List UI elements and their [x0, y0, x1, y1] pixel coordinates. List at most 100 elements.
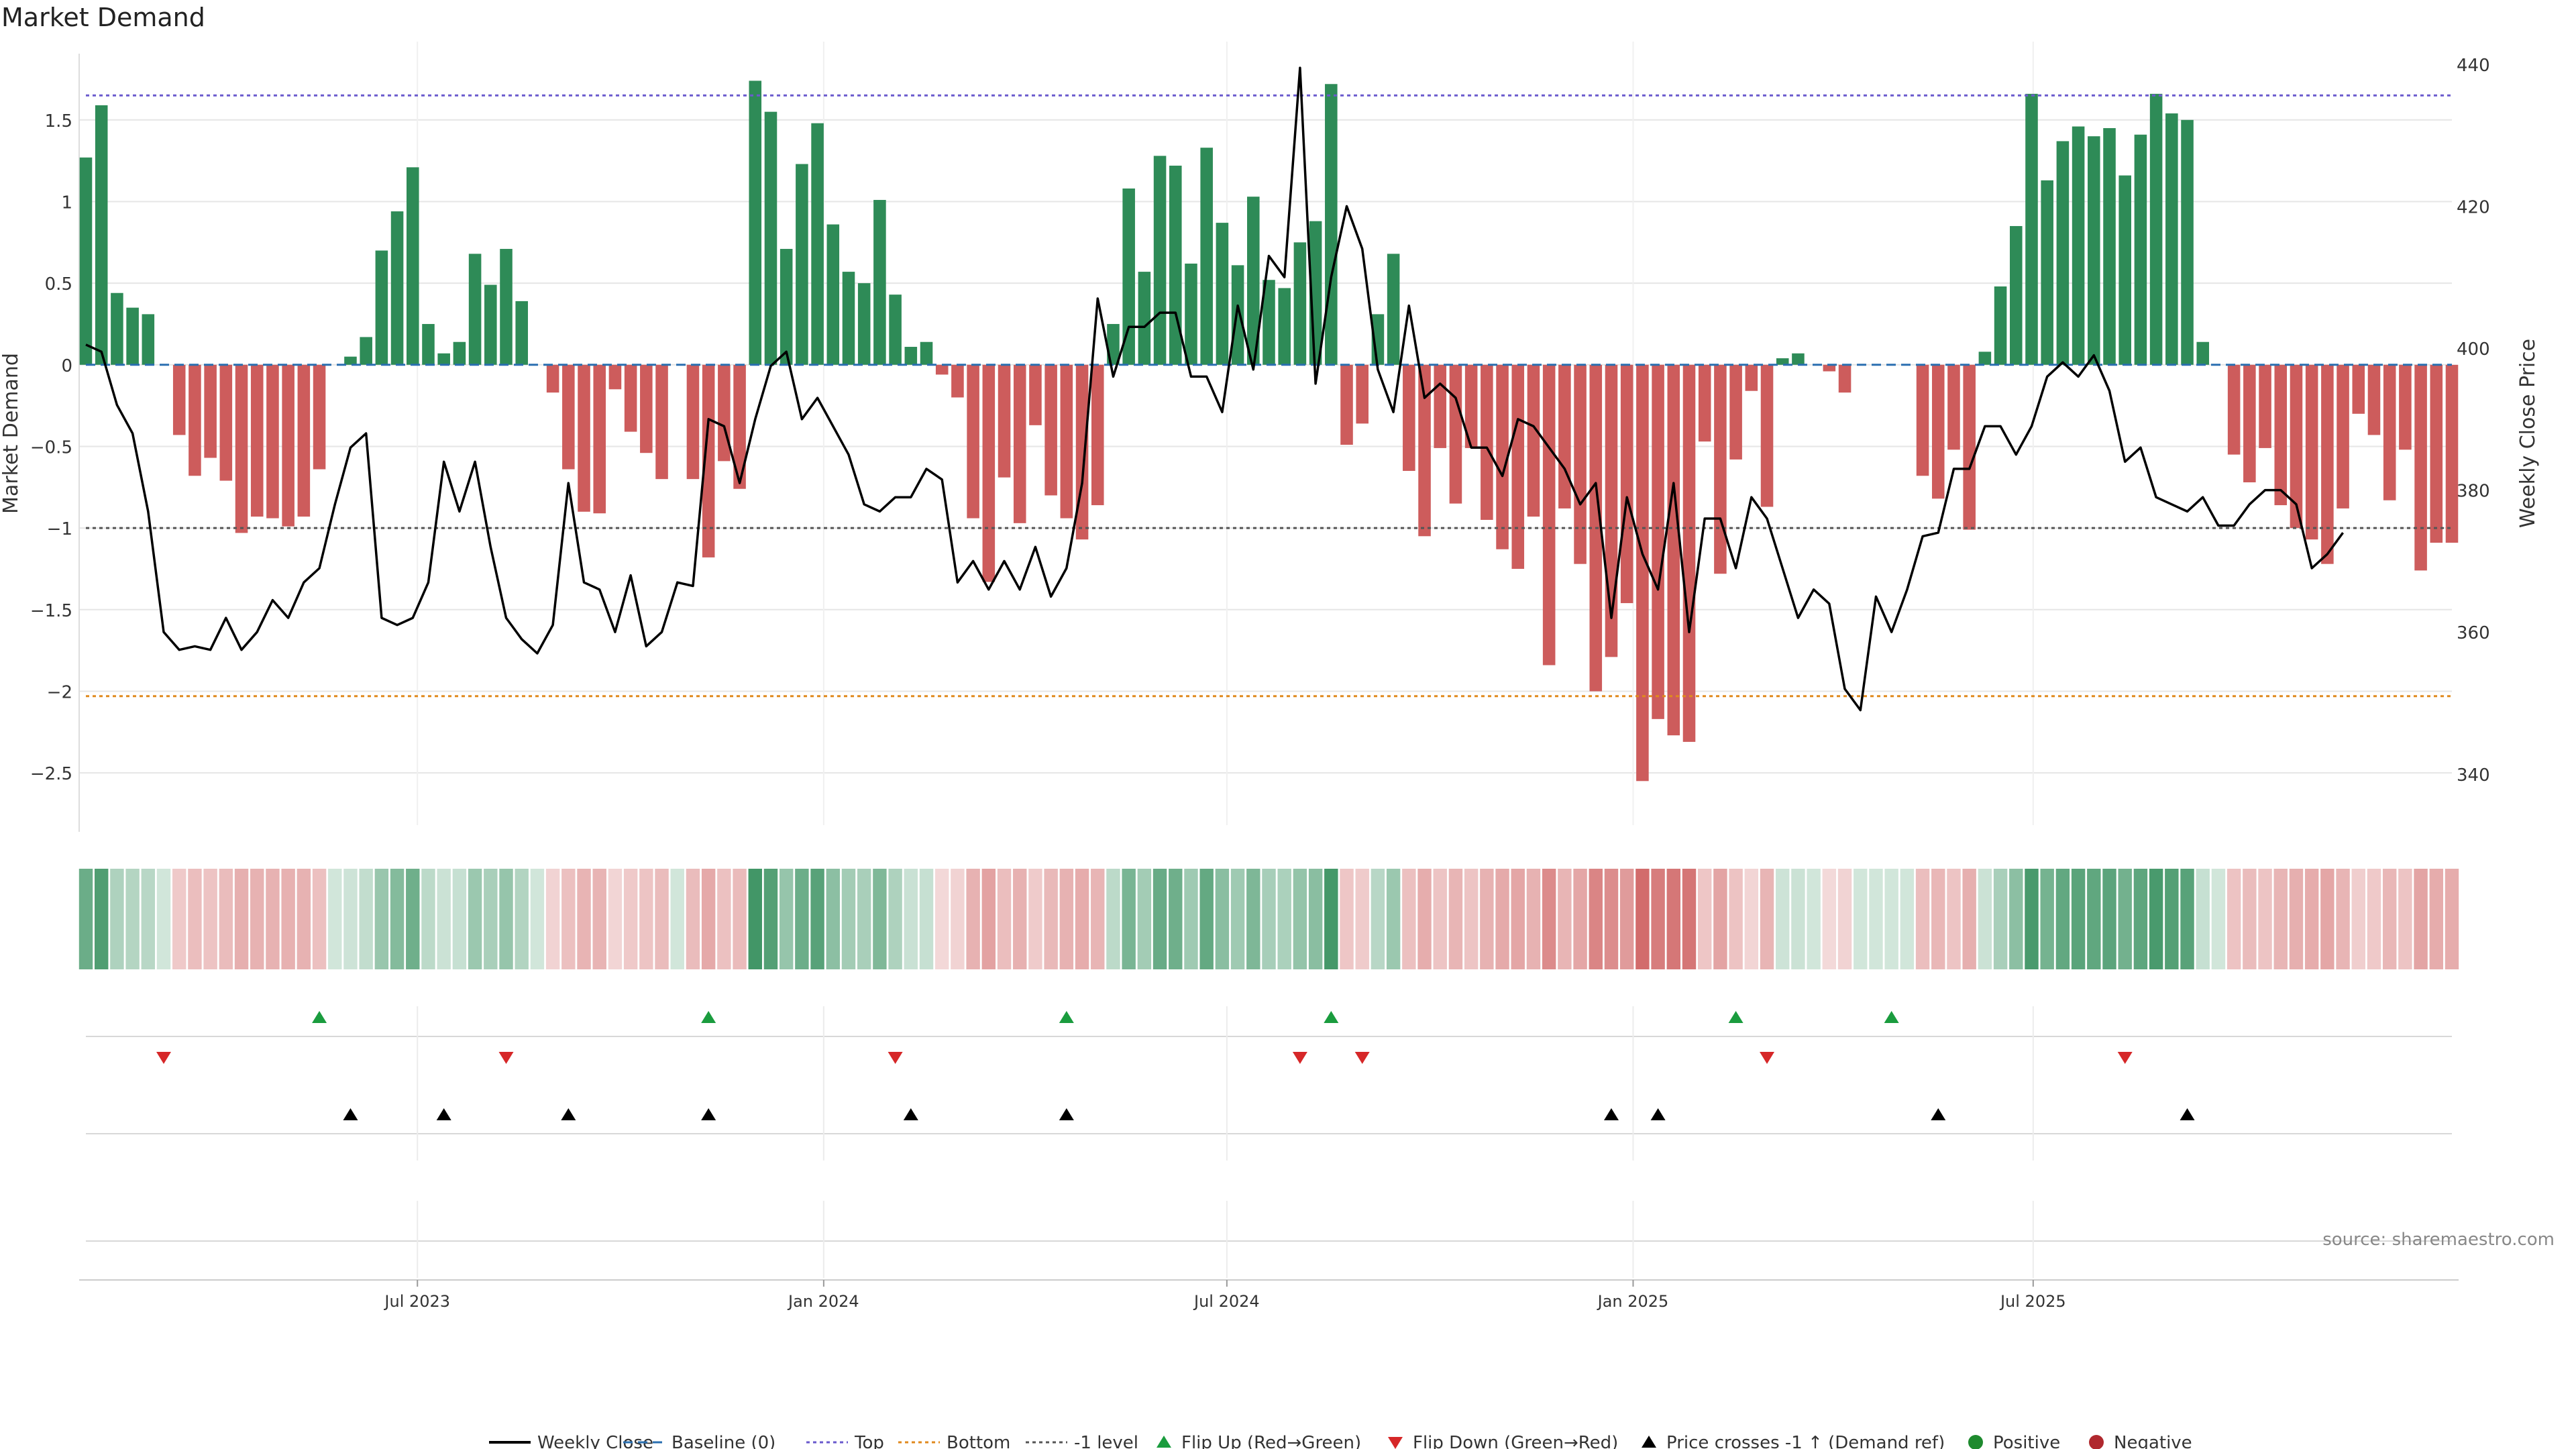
price-cross-marker — [1603, 1108, 1619, 1120]
demand-bar — [250, 364, 264, 517]
demand-bar — [1200, 148, 1213, 365]
x-tick-label: Jan 2025 — [1597, 1292, 1669, 1311]
heat-cell — [1075, 869, 1089, 969]
heat-cell — [1729, 869, 1743, 969]
demand-bar — [1387, 254, 1400, 365]
flip-down-marker — [1760, 1052, 1775, 1064]
demand-bar — [2010, 225, 2023, 365]
heat-cell — [1277, 869, 1291, 969]
heat-cell — [499, 869, 513, 969]
heat-cell — [1900, 869, 1915, 969]
legend-label: Flip Up (Red→Green) — [1181, 1433, 1361, 1449]
legend-label: Top — [854, 1433, 884, 1449]
heat-cell — [873, 869, 887, 969]
heat-cell — [623, 869, 638, 969]
heat-cell — [2087, 869, 2101, 969]
flip-up-marker — [1728, 1011, 1743, 1023]
heat-cell — [592, 869, 606, 969]
demand-bar — [1231, 265, 1244, 365]
y-tick-label: −2 — [47, 682, 72, 702]
demand-bar — [1652, 364, 1664, 719]
heat-cell — [2258, 869, 2272, 969]
demand-bar — [967, 364, 979, 519]
heat-cell — [2055, 869, 2070, 969]
demand-bar — [2321, 364, 2334, 564]
demand-bar — [904, 347, 918, 365]
demand-bar — [2088, 136, 2100, 365]
heat-cell — [359, 869, 373, 969]
heat-cell — [297, 869, 311, 969]
demand-bar — [780, 249, 793, 365]
legend-triangle-up-icon — [1157, 1436, 1171, 1448]
heat-cell — [2445, 869, 2459, 969]
heat-cell — [1635, 869, 1650, 969]
demand-bar — [640, 364, 653, 453]
demand-bar — [1481, 364, 1493, 520]
event-markers — [156, 1011, 2195, 1120]
demand-bar — [1823, 364, 1836, 372]
demand-bar — [1745, 364, 1758, 391]
heat-cell — [841, 869, 856, 969]
heat-cell — [219, 869, 233, 969]
heat-cell — [1822, 869, 1837, 969]
demand-bar — [1667, 364, 1680, 736]
heat-cell — [1698, 869, 1712, 969]
flip-down-marker — [156, 1052, 172, 1064]
demand-bar — [2243, 364, 2256, 482]
heat-cell — [1433, 869, 1447, 969]
source-label: source: sharemaestro.com — [2322, 1230, 2555, 1250]
demand-bar — [998, 364, 1011, 478]
demand-bar — [1931, 364, 1945, 499]
heat-cell — [1106, 869, 1120, 969]
heat-cell — [1604, 869, 1619, 969]
legend-label: Bottom — [947, 1433, 1010, 1449]
x-tick-label: Jul 2025 — [1999, 1292, 2066, 1311]
price-cross-marker — [561, 1108, 576, 1120]
heat-cell — [1059, 869, 1074, 969]
heat-cell — [2180, 869, 2194, 969]
demand-bar — [1185, 263, 1197, 365]
demand-bar — [2227, 364, 2241, 455]
heat-cell — [1854, 869, 1868, 969]
heat-cell — [1558, 869, 1572, 969]
demand-bar — [1278, 288, 1291, 365]
legend-label: Negative — [2114, 1433, 2192, 1449]
heat-cell — [1464, 869, 1479, 969]
legend-item: Baseline (0) — [623, 1433, 775, 1449]
heat-cell — [1355, 869, 1369, 969]
heat-cell — [1666, 869, 1681, 969]
heat-cell — [452, 869, 467, 969]
demand-bar — [79, 157, 93, 365]
demand-bar — [297, 364, 311, 517]
heat-cell — [655, 869, 669, 969]
heat-cell — [234, 869, 249, 969]
demand-bar — [1682, 364, 1696, 742]
heat-cell — [1744, 869, 1759, 969]
heat-cell — [1760, 869, 1774, 969]
heat-cell — [545, 869, 560, 969]
demand-bar — [1153, 156, 1167, 365]
demand-bar — [1138, 272, 1151, 365]
heat-cell — [1651, 869, 1665, 969]
demand-bar — [2274, 364, 2288, 506]
demand-bar — [1714, 364, 1727, 574]
heat-cell — [919, 869, 934, 969]
demand-bar — [593, 364, 606, 514]
demand-bar — [1776, 358, 1789, 365]
heat-cell — [2351, 869, 2365, 969]
demand-bar — [2025, 93, 2038, 365]
heat-cell — [1993, 869, 2008, 969]
y-tick-label: −2.5 — [30, 764, 72, 784]
legend-item: -1 level — [1026, 1433, 1138, 1449]
demand-bar — [1496, 364, 1509, 549]
heat-cell — [1448, 869, 1463, 969]
demand-bar — [126, 307, 139, 365]
heat-cell — [2149, 869, 2163, 969]
heat-cell — [1869, 869, 1883, 969]
heat-cell — [125, 869, 140, 969]
heat-cell — [1947, 869, 1961, 969]
x-tick-labels: Jul 2023 Jan 2024 Jul 2024 Jan 2025 Jul 2025 — [383, 1280, 2066, 1311]
heat-cell — [1028, 869, 1042, 969]
heat-cell — [2429, 869, 2444, 969]
heat-cell — [857, 869, 871, 969]
